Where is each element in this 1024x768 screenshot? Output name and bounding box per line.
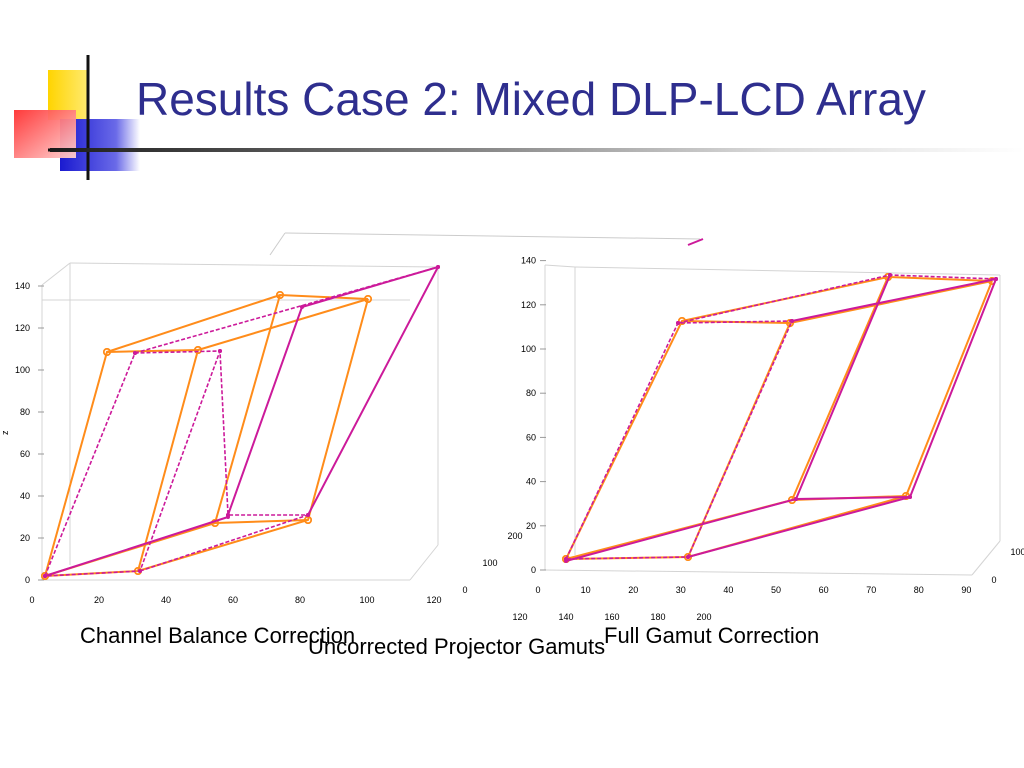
left-orange-front — [44, 348, 200, 577]
left-x-tick-label: 40 — [161, 595, 171, 605]
caption-left: Channel Balance Correction — [80, 623, 356, 648]
left-z-tick-label: 140 — [15, 281, 30, 291]
left-magenta-bottom-point — [226, 515, 230, 519]
right-orange-front — [565, 319, 792, 560]
left-chart: 0 20 40 60 80 100 120 140 0 20 40 60 80 100 120 0 100 2… — [0, 262, 523, 605]
right-magenta-top2-point — [994, 277, 998, 281]
left-z-tick-label: 40 — [20, 491, 30, 501]
right-x-tick-label: 80 — [914, 585, 924, 595]
left-magenta-solid-point — [436, 265, 440, 269]
left-z-tick-label: 60 — [20, 449, 30, 459]
right-x-tick-label: 60 — [819, 585, 829, 595]
right-chart: 0 20 40 60 80 100 120 140 0 10 20 30 40 50 60 70 80 90 0… — [521, 256, 1024, 595]
right-magenta-front — [565, 320, 794, 560]
middle-x-tick-label: 120 — [512, 612, 527, 622]
left-orange-right-point — [363, 295, 372, 304]
right-magenta-bottom-point — [564, 559, 568, 563]
middle-chart: 120 140 160 180 200 — [269, 232, 712, 622]
right-x-tick-label: 10 — [581, 585, 591, 595]
right-x-tick-label: 90 — [961, 585, 971, 595]
left-magenta-back — [139, 350, 309, 572]
left-z-tick-label: 20 — [20, 533, 30, 543]
right-x-tick-label: 20 — [628, 585, 638, 595]
right-x-tick-label: 0 — [535, 585, 540, 595]
middle-x-tick-label: 160 — [604, 612, 619, 622]
left-orange-top-point — [194, 346, 203, 355]
right-z-tick-label: 20 — [526, 521, 536, 531]
right-magenta-mid-point — [794, 497, 798, 501]
left-frame-line — [69, 262, 439, 268]
middle-x-tick-label: 180 — [650, 612, 665, 622]
left-y-tick-label: 200 — [507, 531, 522, 541]
middle-x-tick-label: 140 — [558, 612, 573, 622]
right-z-tick-label: 60 — [526, 432, 536, 442]
right-frame-line — [574, 266, 1001, 276]
right-y-tick-label: 100 — [1010, 547, 1024, 557]
right-z-tick-label: 120 — [521, 300, 536, 310]
right-magenta-right-point — [686, 555, 690, 559]
left-magenta-back-point — [138, 569, 142, 573]
left-magenta-back-point — [218, 349, 222, 353]
left-magenta-front — [44, 350, 222, 577]
left-orange-mid — [214, 294, 281, 524]
left-magenta-solid — [227, 265, 440, 516]
left-z-tick-label: 0 — [25, 575, 30, 585]
left-x-tick-label: 0 — [29, 595, 34, 605]
right-x-tick-label: 70 — [866, 585, 876, 595]
right-x-tick-label: 30 — [676, 585, 686, 595]
right-z-tick-label: 100 — [521, 344, 536, 354]
right-orange-top — [681, 275, 993, 324]
left-z-tick-label: 80 — [20, 407, 30, 417]
right-x-tick-label: 50 — [771, 585, 781, 595]
right-magenta-top2-point — [790, 319, 794, 323]
left-frame-line — [41, 262, 71, 286]
left-orange-mid-point — [275, 291, 284, 300]
left-magenta-solid-point — [300, 305, 304, 309]
decorative-logo — [14, 55, 150, 180]
left-x-tick-label: 80 — [295, 595, 305, 605]
left-magenta-top — [134, 266, 439, 354]
right-z-tick-label: 0 — [531, 565, 536, 575]
left-magenta-bottom-point — [43, 574, 47, 578]
right-magenta-top2 — [791, 278, 997, 322]
left-x-tick-label: 20 — [94, 595, 104, 605]
right-magenta-top — [677, 274, 997, 324]
left-orange-top-point — [103, 348, 112, 357]
left-x-tick-label: 120 — [426, 595, 441, 605]
right-y-tick-label: 0 — [991, 575, 996, 585]
caption-middle: Uncorrected Projector Gamuts — [308, 634, 606, 659]
left-x-tick-label: 100 — [359, 595, 374, 605]
middle-x-tick-label: 200 — [696, 612, 711, 622]
right-magenta-mid — [795, 274, 891, 500]
left-magenta-solid-point — [306, 513, 310, 517]
left-magenta-bottom — [44, 516, 229, 577]
left-frame-line — [409, 544, 439, 581]
left-y-tick-label: 0 — [462, 585, 467, 595]
right-z-tick-label: 40 — [526, 477, 536, 487]
right-magenta-bottom — [565, 496, 911, 562]
right-frame-line — [544, 569, 973, 576]
right-x-tick-label: 40 — [723, 585, 733, 595]
left-orange-top — [106, 293, 369, 353]
right-orange-mid — [791, 276, 889, 501]
page-title: Results Case 2: Mixed DLP-LCD Array — [136, 73, 926, 125]
caption-right: Full Gamut Correction — [604, 623, 820, 648]
z-axis-label: z — [0, 430, 10, 435]
right-magenta-mid-point — [888, 273, 892, 277]
right-frame-line — [544, 264, 576, 268]
title-divider — [50, 148, 1024, 152]
left-z-tick-label: 120 — [15, 323, 30, 333]
right-orange-bottom — [565, 495, 907, 560]
right-z-tick-label: 80 — [526, 388, 536, 398]
left-y-tick-label: 100 — [482, 558, 497, 568]
right-frame-line — [971, 540, 1001, 576]
left-x-tick-label: 60 — [228, 595, 238, 605]
left-z-tick-label: 100 — [15, 365, 30, 375]
left-magenta-top-point — [133, 351, 137, 355]
right-magenta-top-point — [676, 321, 680, 325]
left-orange-right — [137, 298, 369, 572]
right-magenta-bottom-point — [908, 495, 912, 499]
right-z-tick-label: 140 — [521, 256, 536, 266]
